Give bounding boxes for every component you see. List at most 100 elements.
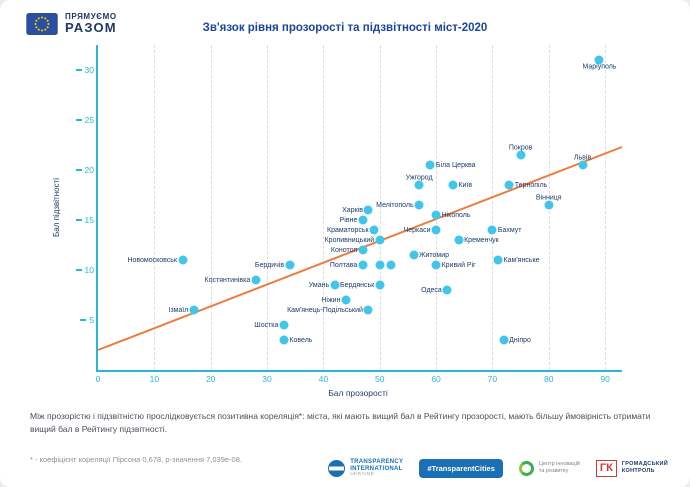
transparency-international-icon bbox=[328, 459, 346, 477]
gridline bbox=[492, 45, 494, 370]
data-point-Полтава: Полтава bbox=[330, 260, 368, 270]
point-label: Нікополь bbox=[441, 211, 471, 219]
point-label: Шостка bbox=[254, 321, 279, 329]
partner-logos: TRANSPARENCY INTERNATIONAL UKRAINE #Tran… bbox=[328, 459, 668, 478]
data-point-Ніжин: Ніжин bbox=[321, 295, 351, 305]
point-label: Маріуполь bbox=[582, 63, 617, 71]
point-label: Умань bbox=[308, 281, 330, 289]
correlation-footnote: * - коефіцієнт кореляції Пірсона 0,678, … bbox=[30, 455, 242, 464]
point-label: Тернопіль bbox=[514, 181, 548, 189]
data-point-Новомосковськ: Новомосковськ bbox=[127, 255, 188, 265]
point-label: Черкаси bbox=[403, 226, 431, 234]
gridline bbox=[154, 45, 156, 370]
green-line1: Центр інновацій bbox=[538, 461, 580, 468]
point-label: Бердянськ bbox=[340, 281, 375, 289]
gk-line2: КОНТРОЛЬ bbox=[621, 468, 655, 475]
y-tick-label: 25 bbox=[75, 115, 94, 125]
point-label: Ніжин bbox=[321, 296, 341, 304]
y-tick-label: 10 bbox=[75, 265, 94, 275]
transparent-cities-badge: #TransparentCities bbox=[419, 458, 503, 478]
data-point-Дніпро: Дніпро bbox=[499, 335, 531, 345]
point-label: Ужгород bbox=[405, 174, 433, 182]
data-point-Черкаси: Черкаси bbox=[404, 225, 441, 235]
data-point-Мелітополь: Мелітополь bbox=[376, 200, 424, 210]
program-logo-text: ПРЯМУЄМО РАЗОМ bbox=[65, 12, 117, 36]
gridline bbox=[605, 45, 607, 370]
data-point-Кременчук: Кременчук bbox=[454, 235, 499, 245]
data-point-Покров: Покров bbox=[509, 145, 532, 160]
recycle-icon bbox=[518, 460, 534, 476]
hromadskyi-kontrol-logo: ГК ГРОМАДСЬКИЙ КОНТРОЛЬ bbox=[595, 459, 668, 477]
brand-line2: РАЗОМ bbox=[65, 20, 117, 36]
point-label: Бердичів bbox=[254, 261, 285, 269]
data-point-Кам'янське: Кам'янське bbox=[493, 255, 540, 265]
ti-line1: TRANSPARENCY bbox=[350, 458, 404, 465]
point-label: Ковель bbox=[289, 336, 313, 344]
data-point-Тернопіль: Тернопіль bbox=[504, 180, 547, 190]
y-tick-label: 20 bbox=[75, 165, 94, 175]
eu-flag-icon bbox=[26, 13, 58, 36]
correlation-note: Між прозорістю і підзвітністю прослідков… bbox=[30, 411, 651, 435]
point-label: Біла Церква bbox=[435, 161, 476, 169]
x-tick-label: 80 bbox=[544, 374, 554, 384]
ti-line2: INTERNATIONAL bbox=[350, 465, 403, 472]
data-point-Львів: Львів bbox=[574, 155, 591, 170]
data-point-Житомир: Житомир bbox=[409, 250, 449, 260]
data-point-Ужгород: Ужгород bbox=[406, 175, 433, 190]
point-label: Кременчук bbox=[464, 236, 499, 244]
gridline bbox=[323, 45, 325, 370]
x-axis-label: Бал прозорості bbox=[328, 388, 388, 398]
data-point bbox=[375, 260, 385, 270]
gridline bbox=[210, 45, 212, 370]
y-tick-label: 5 bbox=[80, 315, 94, 325]
gridline bbox=[379, 45, 381, 370]
gridline bbox=[267, 45, 269, 370]
point-label: Конотоп bbox=[330, 246, 358, 254]
y-axis-label: Бал підзвітності bbox=[52, 177, 61, 238]
data-point-Бердичів: Бердичів bbox=[255, 260, 295, 270]
transparency-international-text: TRANSPARENCY INTERNATIONAL UKRAINE bbox=[350, 459, 403, 478]
data-point-Біла Церква: Біла Церква bbox=[425, 160, 476, 170]
x-tick-label: 0 bbox=[95, 374, 101, 384]
data-point-Бахмут: Бахмут bbox=[487, 225, 522, 235]
point-label: Костянтинівка bbox=[204, 276, 251, 284]
x-tick-label: 10 bbox=[149, 374, 160, 384]
data-point bbox=[386, 260, 396, 270]
data-point-Шостка: Шостка bbox=[254, 320, 289, 330]
data-point-Кам'янець-Подільський: Кам'янець-Подільський bbox=[287, 305, 373, 315]
x-tick-label: 60 bbox=[431, 374, 441, 384]
x-tick-label: 70 bbox=[487, 374, 498, 384]
y-tick-label: 15 bbox=[75, 215, 94, 225]
program-logo: ПРЯМУЄМО РАЗОМ bbox=[26, 12, 117, 36]
data-point-Вінниця: Вінниця bbox=[536, 195, 562, 210]
point-label: Бахмут bbox=[497, 226, 522, 234]
point-label: Житомир bbox=[419, 251, 450, 259]
data-point-Нікополь: Нікополь bbox=[431, 210, 470, 220]
data-point-Харків: Харків bbox=[342, 205, 373, 215]
point-label: Ізмаїл bbox=[168, 306, 189, 314]
point-label: Краматорськ bbox=[327, 226, 369, 234]
data-point-Рівне: Рівне bbox=[340, 215, 368, 225]
point-label: Кам'янське bbox=[503, 256, 540, 264]
brand-line1: ПРЯМУЄМО bbox=[65, 12, 117, 21]
point-label: Покров bbox=[508, 144, 533, 152]
data-point-Одеса: Одеса bbox=[421, 285, 452, 295]
x-tick-label: 90 bbox=[600, 374, 610, 384]
point-label: Вінниця bbox=[535, 194, 562, 202]
gridline bbox=[436, 45, 438, 370]
data-point-Ковель: Ковель bbox=[279, 335, 312, 345]
x-tick-label: 30 bbox=[262, 374, 272, 384]
point-label: Кам'янець-Подільський bbox=[287, 306, 363, 314]
y-tick-label: 30 bbox=[75, 65, 94, 75]
data-point-Костянтинівка: Костянтинівка bbox=[205, 275, 261, 285]
data-point-Кривий Ріг: Кривий Ріг bbox=[431, 260, 476, 270]
data-point-Конотоп: Конотоп bbox=[331, 245, 368, 255]
transparency-international-logo: TRANSPARENCY INTERNATIONAL UKRAINE bbox=[328, 459, 403, 478]
gk-abbr: ГК bbox=[595, 459, 617, 477]
green-line2: та розвитку bbox=[538, 468, 569, 475]
point-label: Мелітополь bbox=[376, 201, 414, 209]
data-point-Бердянськ: Бердянськ bbox=[340, 280, 385, 290]
x-tick-label: 40 bbox=[318, 374, 329, 384]
point-label: Новомосковськ bbox=[127, 256, 178, 264]
